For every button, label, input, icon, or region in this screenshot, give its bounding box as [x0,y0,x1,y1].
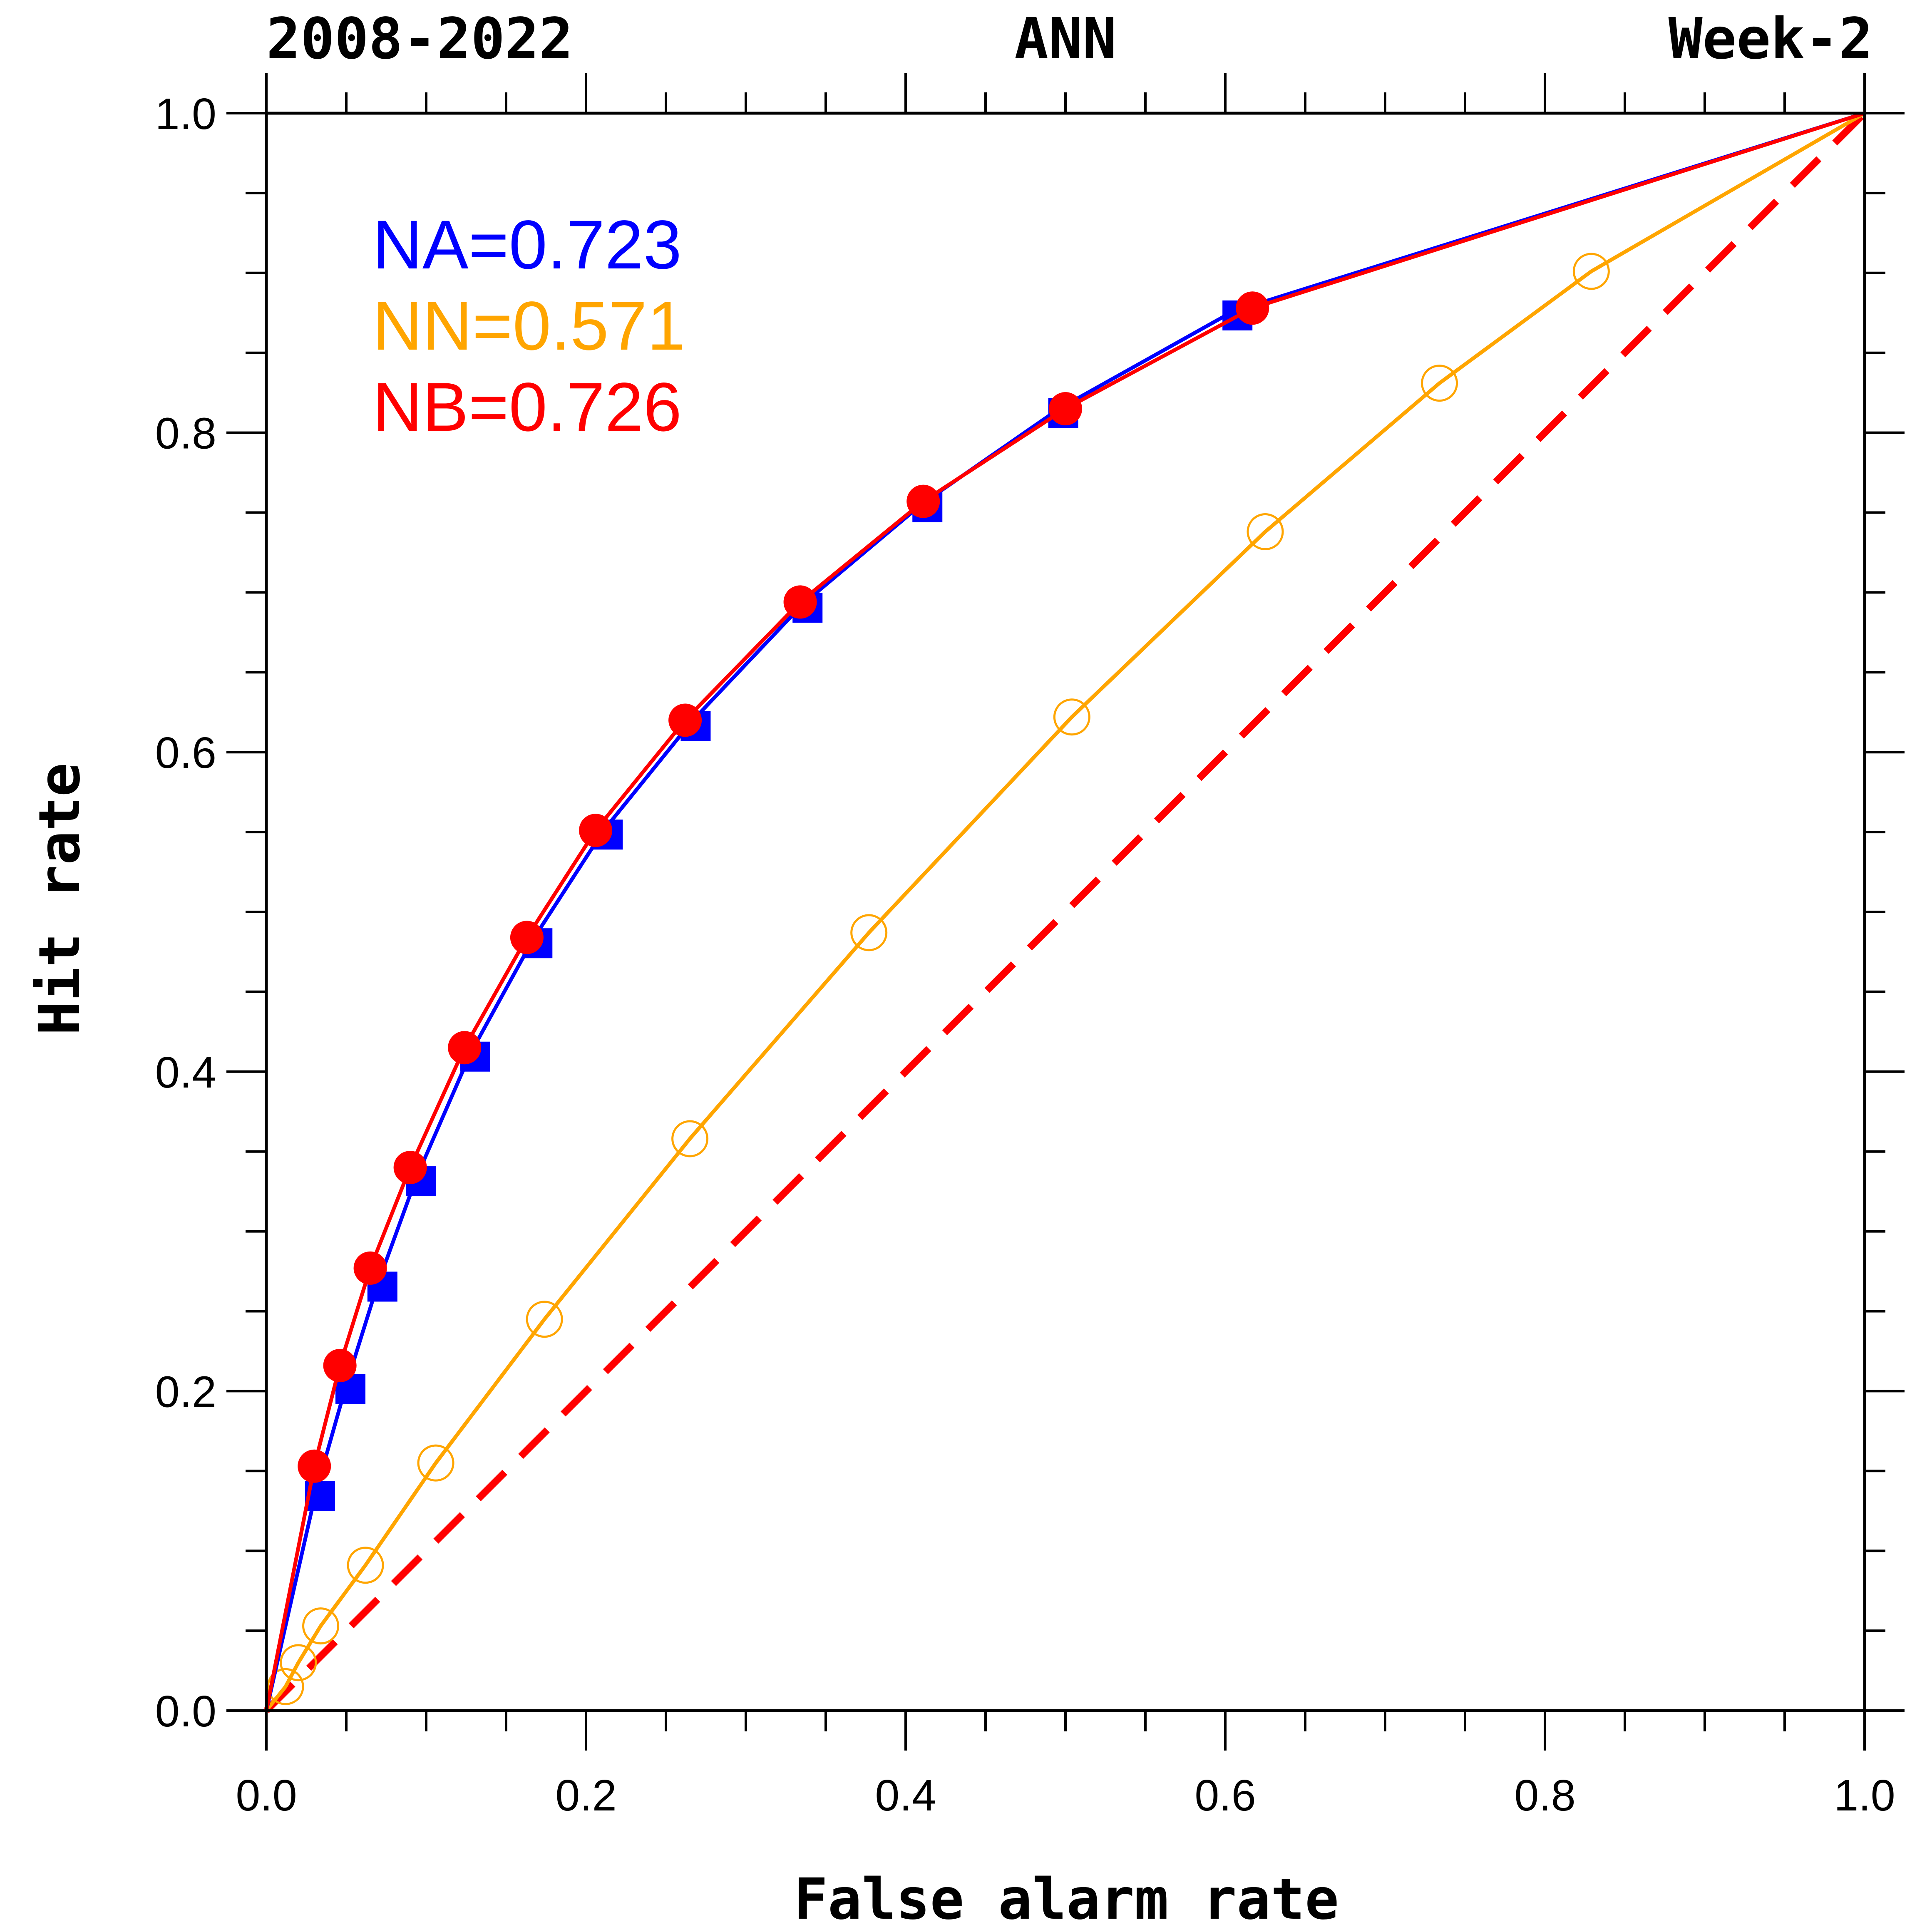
chart-title-right: Week-2 [1669,6,1873,72]
legend-item-nn: NN=0.571 [372,288,685,365]
plot-frame [265,112,1866,1712]
chart-title-center: ANN [1014,6,1117,72]
series-nn [265,112,1866,1712]
legend-item-nb: NB=0.726 [372,369,682,446]
x-tick-label: 1.0 [1834,1771,1895,1820]
marker-nb-circle [1049,392,1082,426]
marker-nb-circle [510,921,544,954]
marker-nn-circle [1053,698,1090,736]
marker-nb-circle [668,703,702,737]
no-skill-line [263,110,1867,1713]
marker-nn-circle [526,1301,563,1338]
x-axis-label: False alarm rate [794,1867,1339,1932]
y-axis-label: Hit rate [27,762,93,1035]
y-tick-label: 1.0 [155,89,216,139]
y-tick-label: 0.2 [155,1367,216,1416]
series-no-skill [263,110,1867,1713]
marker-nb-circle [323,1348,357,1382]
series-layer [263,110,1867,1713]
marker-nn-circle [267,1668,304,1705]
marker-nb-circle [448,1031,482,1065]
marker-nn-circle [280,1644,317,1681]
marker-nn-circle [417,1444,454,1482]
y-tick-label: 0.4 [155,1048,216,1097]
x-tick-label: 0.0 [236,1771,297,1820]
marker-nn-circle [1421,365,1458,402]
marker-nb-circle [353,1251,387,1285]
series-nb [264,111,1865,1711]
marker-nb-circle [298,1449,331,1483]
y-tick-label: 0.8 [155,409,216,458]
series-line-nn [265,112,1866,1712]
x-tick-label: 0.2 [555,1771,616,1820]
marker-nn-circle [1247,513,1284,551]
marker-nn-circle [302,1607,340,1645]
x-tick-label: 0.8 [1514,1771,1575,1820]
marker-nn-circle [1572,253,1610,290]
legend-item-na: NA=0.723 [372,206,682,283]
chart-title-left: 2008-2022 [266,6,573,72]
marker-nn-circle [850,914,888,951]
marker-nb-circle [1236,291,1269,325]
marker-nn-circle [347,1547,384,1584]
x-tick-label: 0.4 [875,1771,936,1820]
axis-ticks: 0.0 0.2 0.4 0.6 0.8 1.0 0.0 0.2 0.4 0.6 0.8 1.0 [155,73,1905,1820]
marker-nb-circle [579,814,613,847]
series-line-nb [264,111,1865,1711]
x-tick-label: 0.6 [1194,1771,1256,1820]
marker-nn-circle [671,1120,709,1157]
y-tick-label: 0.0 [155,1687,216,1736]
y-tick-label: 0.6 [155,728,216,777]
marker-nb-circle [393,1151,427,1185]
marker-nb-circle [906,484,940,518]
marker-nb-circle [783,585,817,619]
